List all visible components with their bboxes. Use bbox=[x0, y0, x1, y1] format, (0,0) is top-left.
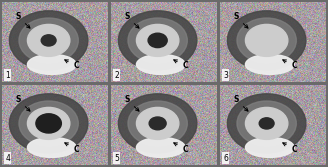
Circle shape bbox=[41, 35, 56, 46]
Text: 5: 5 bbox=[114, 154, 119, 163]
Text: S: S bbox=[124, 95, 139, 111]
Circle shape bbox=[227, 11, 306, 70]
Text: S: S bbox=[233, 12, 248, 28]
Text: S: S bbox=[233, 95, 248, 111]
Text: C: C bbox=[283, 143, 297, 153]
Circle shape bbox=[28, 24, 70, 56]
Ellipse shape bbox=[28, 54, 76, 74]
Circle shape bbox=[118, 11, 197, 70]
Ellipse shape bbox=[136, 54, 185, 74]
Text: 3: 3 bbox=[223, 71, 228, 80]
Circle shape bbox=[10, 94, 88, 153]
Text: C: C bbox=[283, 60, 297, 70]
Circle shape bbox=[245, 107, 288, 139]
Circle shape bbox=[19, 101, 78, 146]
Circle shape bbox=[28, 107, 70, 139]
Circle shape bbox=[237, 18, 296, 63]
Circle shape bbox=[128, 101, 187, 146]
Text: S: S bbox=[124, 12, 139, 28]
Ellipse shape bbox=[245, 137, 294, 157]
Text: C: C bbox=[65, 143, 79, 153]
Text: S: S bbox=[15, 12, 30, 28]
Text: C: C bbox=[65, 60, 79, 70]
Text: S: S bbox=[15, 95, 30, 111]
Ellipse shape bbox=[28, 137, 76, 157]
Text: 2: 2 bbox=[114, 71, 119, 80]
Circle shape bbox=[118, 94, 197, 153]
Circle shape bbox=[149, 117, 166, 130]
Circle shape bbox=[136, 107, 179, 139]
Circle shape bbox=[136, 24, 179, 56]
Circle shape bbox=[36, 114, 61, 133]
Ellipse shape bbox=[136, 137, 185, 157]
Circle shape bbox=[19, 18, 78, 63]
Ellipse shape bbox=[245, 54, 294, 74]
Circle shape bbox=[148, 33, 167, 48]
Text: 6: 6 bbox=[223, 154, 228, 163]
Text: C: C bbox=[174, 60, 188, 70]
Circle shape bbox=[245, 24, 288, 56]
Text: C: C bbox=[174, 143, 188, 153]
Text: 1: 1 bbox=[5, 71, 10, 80]
Circle shape bbox=[10, 11, 88, 70]
Circle shape bbox=[227, 94, 306, 153]
Circle shape bbox=[259, 118, 274, 129]
Text: 4: 4 bbox=[5, 154, 10, 163]
Circle shape bbox=[128, 18, 187, 63]
Circle shape bbox=[237, 101, 296, 146]
